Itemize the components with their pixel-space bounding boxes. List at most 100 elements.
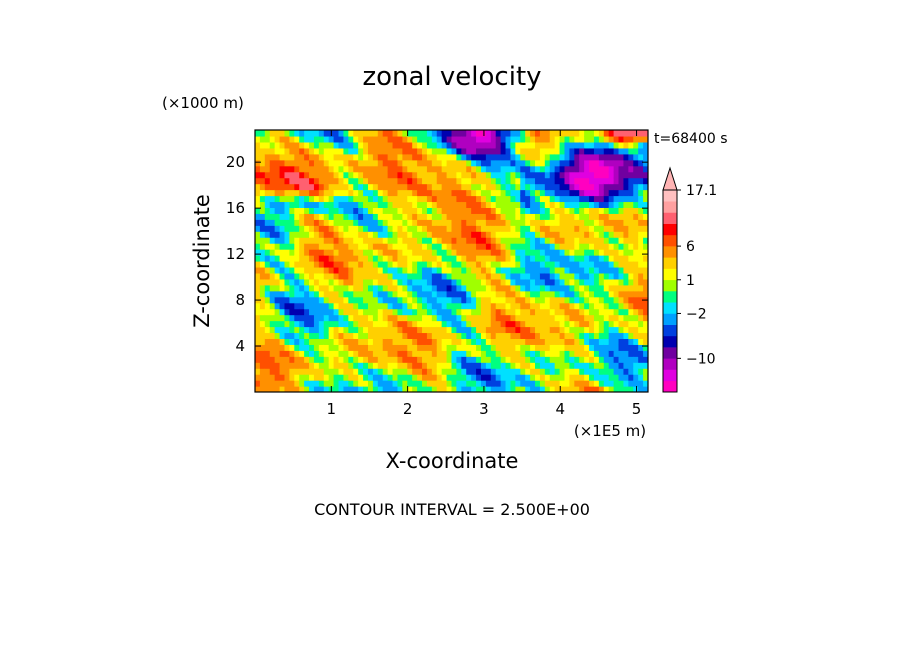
heatmap-cell <box>338 332 345 339</box>
heatmap-cell <box>638 159 644 167</box>
heatmap-cell <box>313 141 320 149</box>
heatmap-cell <box>343 153 349 161</box>
heatmap-cell <box>608 130 615 137</box>
heatmap-cell <box>274 153 281 161</box>
heatmap-cell <box>628 243 634 250</box>
heatmap-cell <box>304 237 310 244</box>
heatmap-cell <box>539 177 546 185</box>
heatmap-cell <box>471 153 477 161</box>
heatmap-cell <box>372 225 379 232</box>
heatmap-cell <box>530 278 536 286</box>
heatmap-cell <box>549 249 556 256</box>
heatmap-cell <box>436 135 443 143</box>
heatmap-cell <box>299 231 305 238</box>
heatmap-cell <box>584 320 590 328</box>
heatmap-cell <box>544 350 551 357</box>
heatmap-cell <box>387 278 394 286</box>
heatmap-cell <box>417 278 423 286</box>
heatmap-cell <box>456 320 462 328</box>
heatmap-cell <box>480 302 487 310</box>
heatmap-cell <box>628 302 634 310</box>
heatmap-cell <box>569 350 575 357</box>
heatmap-cell <box>358 195 364 203</box>
heatmap-cell <box>377 130 384 137</box>
heatmap-cell <box>299 225 305 232</box>
heatmap-cell <box>608 189 615 197</box>
heatmap-cell <box>495 290 502 298</box>
heatmap-cell <box>598 261 605 268</box>
heatmap-cell <box>623 308 629 316</box>
heatmap-cell <box>309 165 315 173</box>
heatmap-cell <box>338 386 345 392</box>
heatmap-cell <box>426 284 433 292</box>
heatmap-cell <box>628 368 634 375</box>
heatmap-cell <box>510 344 516 351</box>
heatmap-cell <box>255 266 261 274</box>
heatmap-cell <box>259 243 266 250</box>
heatmap-cell <box>579 296 585 304</box>
heatmap-cell <box>598 350 605 357</box>
heatmap-cell <box>495 380 502 387</box>
heatmap-cell <box>480 171 487 179</box>
heatmap-cell <box>279 147 286 155</box>
heatmap-cell <box>520 284 526 292</box>
heatmap-cell <box>407 308 413 316</box>
heatmap-cell <box>544 320 551 328</box>
heatmap-cell <box>392 350 399 357</box>
heatmap-cell <box>353 386 359 392</box>
heatmap-cell <box>363 326 369 334</box>
heatmap-cell <box>313 255 320 262</box>
heatmap-cell <box>490 296 497 304</box>
heatmap-cell <box>476 320 482 328</box>
heatmap-cell <box>353 153 359 161</box>
heatmap-cell <box>535 219 541 226</box>
heatmap-cell <box>643 332 648 339</box>
heatmap-cell <box>309 374 315 381</box>
heatmap-cell <box>377 332 384 339</box>
heatmap-cell <box>589 183 595 191</box>
heatmap-cell <box>476 189 482 197</box>
heatmap-cell <box>480 332 487 339</box>
x-tick-label: 2 <box>403 400 413 418</box>
heatmap-cell <box>343 386 349 392</box>
heatmap-cell <box>461 266 467 274</box>
heatmap-cell <box>299 171 305 179</box>
heatmap-cell <box>313 368 320 375</box>
heatmap-cell <box>510 243 516 250</box>
heatmap-cell <box>309 308 315 316</box>
heatmap-cell <box>348 183 354 191</box>
heatmap-cell <box>525 231 531 238</box>
heatmap-cell <box>269 278 276 286</box>
heatmap-cell <box>500 225 507 232</box>
heatmap-cell <box>392 266 399 274</box>
heatmap-cell <box>593 255 600 262</box>
heatmap-cell <box>643 290 648 298</box>
heatmap-cell <box>382 296 389 304</box>
heatmap-cell <box>387 147 394 155</box>
heatmap-cell <box>441 171 448 179</box>
heatmap-cell <box>535 201 541 208</box>
heatmap-cell <box>392 225 399 232</box>
heatmap-cell <box>274 255 281 262</box>
heatmap-cell <box>490 213 497 220</box>
heatmap-cell <box>441 368 448 375</box>
heatmap-cell <box>363 344 369 351</box>
heatmap-cell <box>461 141 467 149</box>
heatmap-cell <box>520 231 526 238</box>
heatmap-cell <box>618 261 625 268</box>
heatmap-cell <box>431 243 438 250</box>
heatmap-cell <box>338 231 345 238</box>
heatmap-cell <box>490 261 497 268</box>
heatmap-cell <box>539 141 546 149</box>
heatmap-cell <box>500 302 507 310</box>
heatmap-cell <box>333 362 340 369</box>
heatmap-cell <box>328 344 335 351</box>
heatmap-cell <box>628 278 634 286</box>
heatmap-cell <box>623 135 629 143</box>
heatmap-cell <box>598 147 605 155</box>
heatmap-cell <box>279 338 286 345</box>
heatmap-cell <box>535 338 541 345</box>
heatmap-cell <box>584 237 590 244</box>
heatmap-cell <box>618 386 625 392</box>
heatmap-cell <box>353 225 359 232</box>
